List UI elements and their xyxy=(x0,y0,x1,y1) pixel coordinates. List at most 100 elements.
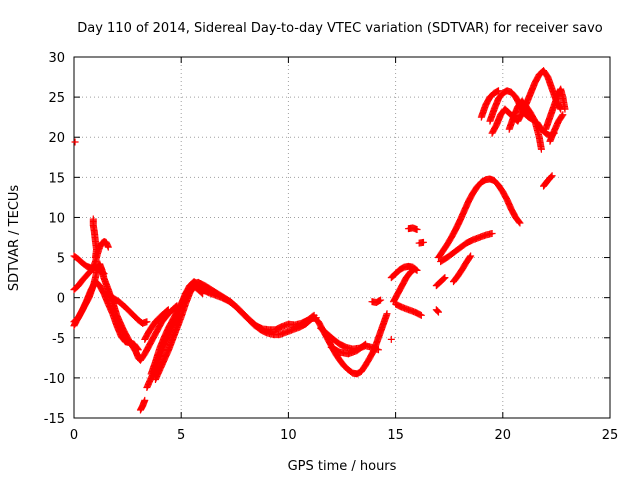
y-tick-label: 20 xyxy=(48,131,65,146)
y-tick-label: 5 xyxy=(57,252,65,267)
data-point xyxy=(198,289,206,297)
data-point xyxy=(417,311,425,319)
series-arc-1 xyxy=(70,238,112,272)
data-point xyxy=(439,275,447,283)
data-point xyxy=(467,252,475,260)
data-point xyxy=(434,307,442,315)
data-point xyxy=(440,274,448,282)
series-arc-29 xyxy=(542,85,569,133)
y-tick-label: -10 xyxy=(44,372,65,387)
series-arc-7 xyxy=(143,278,320,392)
data-point xyxy=(361,341,369,349)
series-arc-3 xyxy=(70,278,142,354)
series-outlier xyxy=(71,138,79,146)
series-arc-18 xyxy=(392,300,425,319)
series-arc-31 xyxy=(540,172,556,190)
series-arc-23 xyxy=(432,274,449,290)
data-point xyxy=(199,290,207,298)
grid xyxy=(74,57,610,418)
y-tick-label: -5 xyxy=(52,332,65,347)
series-arc-32 xyxy=(477,87,503,121)
x-tick-label: 15 xyxy=(387,428,404,443)
data-point xyxy=(387,335,395,343)
series-arc-16 xyxy=(387,262,421,282)
data-point xyxy=(383,310,391,318)
y-tick-label: 10 xyxy=(48,211,65,226)
data-point xyxy=(413,225,421,233)
y-axis: -15 -10 -5 0 5 10 15 20 25 30 xyxy=(44,51,610,427)
data-point xyxy=(104,243,112,251)
data-point xyxy=(164,306,172,314)
data-point xyxy=(134,346,142,354)
series-arc-10 xyxy=(141,306,172,343)
data-point xyxy=(100,270,108,278)
data-point xyxy=(374,346,382,354)
data-point xyxy=(98,268,106,276)
series-arc-9 xyxy=(151,282,207,383)
data-points xyxy=(70,67,569,414)
data-point xyxy=(143,318,151,326)
series-arc-14 xyxy=(368,296,385,306)
data-point xyxy=(141,396,149,404)
series-arc-22 xyxy=(437,229,496,266)
data-point xyxy=(197,288,205,296)
series-arc-26 xyxy=(486,87,558,140)
data-point xyxy=(134,345,142,353)
x-axis: 0 5 10 15 20 25 xyxy=(70,57,618,443)
series-arc-8 xyxy=(147,278,318,378)
data-point xyxy=(537,145,545,153)
x-tick-label: 20 xyxy=(495,428,512,443)
data-point xyxy=(410,266,418,274)
data-point xyxy=(434,308,442,316)
series-arc-19 xyxy=(404,224,421,233)
series-arc-20 xyxy=(415,238,427,247)
y-tick-label: -15 xyxy=(44,412,65,427)
data-point xyxy=(495,87,503,95)
data-point xyxy=(466,253,474,261)
data-point xyxy=(488,229,496,237)
x-tick-label: 0 xyxy=(70,428,78,443)
data-point xyxy=(515,218,523,226)
series-arc-6 xyxy=(136,396,149,414)
data-point xyxy=(516,219,524,227)
y-tick-label: 30 xyxy=(48,51,65,66)
data-point xyxy=(419,238,427,246)
series-arc-24 xyxy=(432,306,442,316)
data-point xyxy=(362,340,370,348)
data-point xyxy=(376,297,384,305)
data-point xyxy=(91,254,99,262)
y-tick-label: 25 xyxy=(48,91,65,106)
series-arc-5 xyxy=(102,290,151,327)
y-tick-label: 0 xyxy=(57,292,65,307)
series-arc-11 xyxy=(310,310,391,378)
data-point xyxy=(493,87,501,95)
data-point xyxy=(548,172,556,180)
data-point xyxy=(411,265,419,273)
series-arc-21 xyxy=(434,175,524,262)
data-point xyxy=(561,105,569,113)
data-point xyxy=(163,307,171,315)
x-tick-label: 5 xyxy=(177,428,185,443)
series-arc-28 xyxy=(505,97,545,153)
data-point xyxy=(433,307,441,315)
series-spike xyxy=(89,215,101,262)
series-arc-30 xyxy=(546,111,567,145)
y-tick-label: 15 xyxy=(48,171,65,186)
series-arc-4 xyxy=(70,263,108,294)
series-arc-15 xyxy=(387,335,395,343)
data-point xyxy=(377,296,385,304)
x-tick-label: 10 xyxy=(280,428,297,443)
x-tick-label: 25 xyxy=(602,428,619,443)
data-point xyxy=(559,111,567,119)
series-arc-13 xyxy=(327,340,370,358)
series-arc-17 xyxy=(389,265,419,306)
data-point xyxy=(71,138,79,146)
data-point xyxy=(441,274,449,282)
data-point xyxy=(547,173,555,181)
series-arc-12 xyxy=(317,324,382,354)
series-arc-25 xyxy=(449,252,475,286)
data-point xyxy=(558,112,566,120)
chart-title: Day 110 of 2014, Sidereal Day-to-day VTE… xyxy=(77,21,603,36)
plot-frame xyxy=(73,56,611,419)
